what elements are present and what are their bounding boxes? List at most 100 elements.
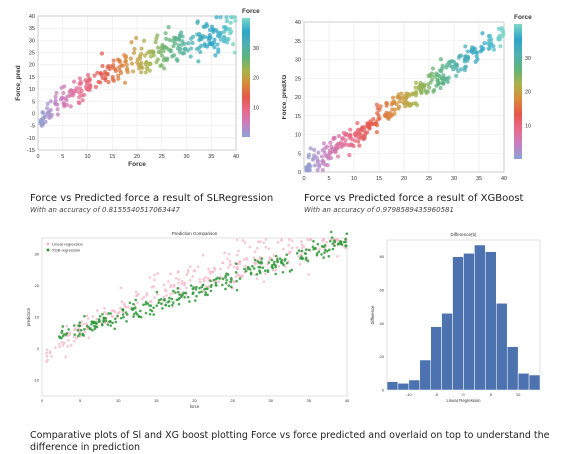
point-linear <box>64 355 67 359</box>
point-xgb <box>148 312 152 316</box>
legend-tick-label: 20 <box>525 90 531 96</box>
point-xgb <box>323 248 327 252</box>
point-linear <box>110 309 114 312</box>
scatter-point <box>202 34 207 40</box>
scatter-point <box>419 90 424 95</box>
point-xgb <box>193 299 197 302</box>
scatter-point <box>162 66 167 71</box>
point-xgb <box>300 249 304 253</box>
scatter-point <box>130 69 136 74</box>
point-xgb <box>246 265 250 269</box>
point-xgb <box>281 270 285 274</box>
scatter-point <box>422 87 427 92</box>
y-tick-label: 30 <box>29 38 35 44</box>
point-linear <box>63 341 66 345</box>
point-xgb <box>252 267 256 270</box>
point-linear <box>236 273 240 276</box>
scatter-point <box>74 89 79 94</box>
point-linear <box>235 238 239 242</box>
point-linear <box>86 317 90 320</box>
scatter-point <box>180 34 185 39</box>
scatter-point <box>341 130 346 136</box>
point-xgb <box>307 248 311 252</box>
scatter-point <box>41 110 46 116</box>
scatter-point <box>163 31 168 36</box>
point-linear <box>104 312 108 316</box>
point-xgb <box>244 269 248 273</box>
scatter-point <box>161 58 166 63</box>
scatter-point <box>148 61 153 67</box>
point-linear <box>274 268 278 272</box>
point-linear <box>95 317 98 321</box>
point-xgb <box>85 324 89 328</box>
scatter-point <box>55 102 60 107</box>
point-xgb <box>288 270 292 273</box>
point-linear <box>54 346 57 349</box>
scatter-point <box>377 107 382 112</box>
point-linear <box>126 305 130 309</box>
point-xgb <box>164 303 167 307</box>
scatter-point <box>128 56 133 61</box>
scatter-point <box>166 25 171 30</box>
scatter-point <box>317 164 322 169</box>
point-xgb <box>317 250 321 253</box>
point-linear <box>344 246 348 250</box>
point-linear <box>336 255 339 258</box>
scatter-point <box>123 55 128 60</box>
point-linear <box>257 240 260 244</box>
scatter-point <box>438 57 443 62</box>
point-linear <box>256 246 259 250</box>
point-xgb <box>226 273 230 276</box>
point-linear <box>142 295 146 299</box>
y-axis-label: Force_pred <box>15 65 22 100</box>
scatter-point <box>306 163 311 168</box>
point-linear <box>287 244 290 247</box>
scatter-point <box>196 59 201 64</box>
point-xgb <box>109 324 113 327</box>
scatter-point <box>390 95 396 100</box>
point-xgb <box>203 287 206 291</box>
scatter-point <box>205 44 210 49</box>
point-xgb <box>257 265 261 269</box>
x-tick-label: 5 <box>79 398 82 403</box>
x-tick-label: 40 <box>233 154 239 160</box>
point-xgb <box>149 308 152 312</box>
point-xgb <box>235 288 239 292</box>
point-linear <box>180 279 184 283</box>
point-xgb <box>73 333 77 336</box>
scatter-point <box>321 159 326 164</box>
xg-scatter-chart: 40 35 30 25 20 15 10 5 00 5 10 15 20 25 30 35 40 Force For… <box>282 14 532 180</box>
point-xgb <box>230 276 233 280</box>
series-xgb-regression <box>57 230 349 340</box>
scatter-point <box>329 144 334 149</box>
scatter-point <box>212 45 217 50</box>
point-xgb <box>161 307 164 310</box>
scatter-point <box>403 95 409 101</box>
scatter-point <box>315 159 320 165</box>
scatter-point <box>339 144 344 149</box>
point-xgb <box>106 323 110 326</box>
point-xgb <box>182 291 186 295</box>
y-axis-label: Difference <box>370 305 375 325</box>
y-tick-label: 20 <box>380 354 385 359</box>
point-linear <box>262 241 266 245</box>
point-linear <box>252 256 256 260</box>
sl-caption-accuracy: With an accuracy of 0.8155540517063447 <box>30 206 180 214</box>
point-xgb <box>89 327 92 331</box>
point-xgb <box>234 271 238 274</box>
scatter-point <box>311 156 316 161</box>
histogram-bar <box>463 253 475 391</box>
point-linear <box>46 358 49 362</box>
point-xgb <box>159 297 163 301</box>
point-xgb <box>174 291 177 294</box>
point-xgb <box>284 257 287 261</box>
scatter-point <box>348 133 353 138</box>
scatter-point <box>117 59 123 65</box>
scatter-point <box>334 146 340 151</box>
point-linear <box>60 341 64 344</box>
point-xgb <box>121 308 124 311</box>
scatter-point <box>462 65 467 70</box>
scatter-point <box>202 24 207 30</box>
point-xgb <box>152 306 155 310</box>
point-linear <box>176 270 180 274</box>
